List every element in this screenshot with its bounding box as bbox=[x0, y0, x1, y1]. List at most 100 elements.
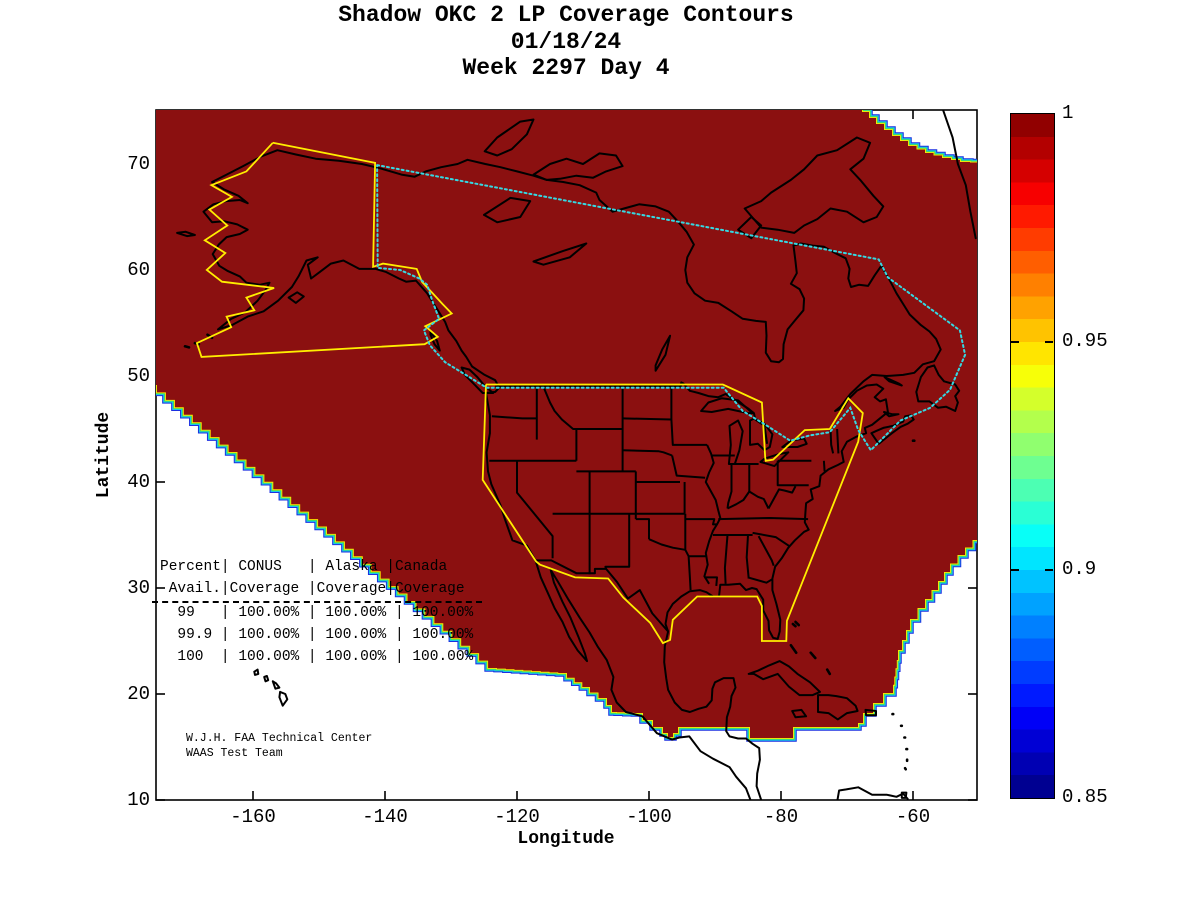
colorbar bbox=[1010, 113, 1055, 799]
state-boundary bbox=[516, 460, 554, 559]
state-boundary bbox=[757, 535, 775, 567]
x-tick-label: -100 bbox=[626, 806, 672, 828]
coastline bbox=[743, 136, 885, 234]
x-tick-label: -60 bbox=[895, 806, 931, 828]
coastline bbox=[483, 118, 535, 157]
colorbar-tick-label: 0.85 bbox=[1062, 786, 1108, 808]
state-boundary bbox=[670, 386, 708, 446]
state-boundary bbox=[727, 490, 770, 510]
island-mark bbox=[791, 622, 797, 628]
state-boundary bbox=[829, 428, 835, 454]
stats-row-99: 99 | 100.00% | 100.00% | 100.00% bbox=[160, 605, 474, 621]
credit-line1: W.J.H. FAA Technical Center bbox=[186, 732, 373, 745]
state-boundary bbox=[723, 534, 729, 584]
state-boundary bbox=[745, 534, 750, 579]
colorbar-tick-label: 0.9 bbox=[1062, 558, 1097, 580]
coastline bbox=[791, 708, 808, 719]
plot-week-day: Week 2297 Day 4 bbox=[462, 55, 670, 81]
x-tick-label: -120 bbox=[494, 806, 540, 828]
coastline bbox=[176, 230, 196, 238]
coastline bbox=[483, 196, 532, 224]
coastline bbox=[870, 414, 915, 445]
island-mark bbox=[789, 643, 798, 655]
coastline bbox=[253, 668, 260, 676]
coastline bbox=[654, 334, 672, 372]
coastline bbox=[883, 411, 900, 418]
state-boundary bbox=[604, 513, 631, 570]
coastline bbox=[532, 152, 624, 181]
colorbar-tick bbox=[1045, 569, 1053, 571]
stats-row-99-9: 99.9 | 100.00% | 100.00% | 100.00% bbox=[160, 627, 474, 643]
island-mark bbox=[794, 620, 801, 627]
state-boundary bbox=[622, 417, 672, 421]
y-tick-label: 30 bbox=[127, 577, 150, 599]
coastline bbox=[817, 694, 859, 721]
x-tick-label: -80 bbox=[763, 806, 799, 828]
y-tick-label: 70 bbox=[127, 153, 150, 175]
x-axis-label: Longitude bbox=[517, 829, 615, 849]
coastline bbox=[864, 708, 877, 717]
coastline bbox=[781, 437, 808, 448]
island-mark bbox=[809, 651, 817, 660]
coastline bbox=[759, 451, 790, 468]
y-tick-label: 50 bbox=[127, 365, 150, 387]
state-boundary bbox=[767, 485, 797, 509]
alaska-region-contour bbox=[195, 141, 454, 358]
colorbar-tick bbox=[1045, 341, 1053, 343]
island-mark bbox=[183, 344, 191, 349]
map-layers bbox=[156, 110, 977, 800]
stats-header-row2: Avail.|Coverage |Coverage|Coverage bbox=[160, 581, 465, 597]
coastline bbox=[429, 330, 441, 352]
coastline bbox=[747, 660, 821, 697]
y-tick-label: 60 bbox=[127, 259, 150, 281]
coastline bbox=[287, 291, 305, 304]
stats-row-100: 100 | 100.00% | 100.00% | 100.00% bbox=[160, 649, 474, 665]
coastline bbox=[263, 675, 270, 683]
stats-header-row1: Percent| CONUS | Alaska |Canada bbox=[160, 559, 448, 575]
plot-title: Shadow OKC 2 LP Coverage Contours bbox=[338, 2, 794, 28]
state-boundary bbox=[703, 444, 722, 585]
x-tick-label: -140 bbox=[362, 806, 408, 828]
state-boundary bbox=[752, 531, 791, 548]
state-boundary bbox=[726, 464, 733, 509]
coastline bbox=[278, 690, 289, 707]
state-boundary bbox=[635, 518, 650, 540]
state-boundary bbox=[671, 455, 706, 479]
state-boundary bbox=[747, 576, 773, 584]
plot-date: 01/18/24 bbox=[510, 29, 622, 55]
conus-region-contour bbox=[481, 383, 864, 645]
canada-region-contour bbox=[376, 164, 967, 452]
state-boundary bbox=[776, 460, 809, 487]
colorbar-tick-label: 1 bbox=[1062, 102, 1074, 124]
state-boundary bbox=[648, 538, 686, 551]
state-boundary bbox=[622, 449, 673, 457]
colorbar-tick bbox=[1011, 569, 1019, 571]
credit-line2: WAAS Test Team bbox=[186, 747, 283, 760]
coastline bbox=[900, 791, 908, 799]
coastline bbox=[749, 417, 774, 452]
state-boundary bbox=[718, 517, 809, 521]
state-boundary bbox=[491, 415, 537, 420]
y-tick-label: 40 bbox=[127, 471, 150, 493]
coastline bbox=[942, 110, 977, 240]
coastline bbox=[271, 680, 281, 690]
coastline bbox=[727, 419, 744, 465]
state-boundary bbox=[684, 518, 717, 526]
state-boundary bbox=[536, 559, 669, 633]
island-mark bbox=[825, 668, 832, 676]
island-mark bbox=[903, 766, 908, 771]
y-tick-label: 10 bbox=[127, 789, 150, 811]
colorbar-tick bbox=[1011, 341, 1019, 343]
coastline bbox=[532, 242, 588, 266]
state-boundary bbox=[822, 460, 826, 472]
coastline bbox=[883, 376, 903, 387]
colorbar-tick-label: 0.95 bbox=[1062, 330, 1108, 352]
coastline bbox=[460, 366, 495, 394]
state-boundary bbox=[704, 576, 718, 586]
x-tick-label: -160 bbox=[230, 806, 276, 828]
state-boundary bbox=[836, 428, 840, 454]
y-tick-label: 20 bbox=[127, 683, 150, 705]
coastline bbox=[915, 364, 961, 412]
